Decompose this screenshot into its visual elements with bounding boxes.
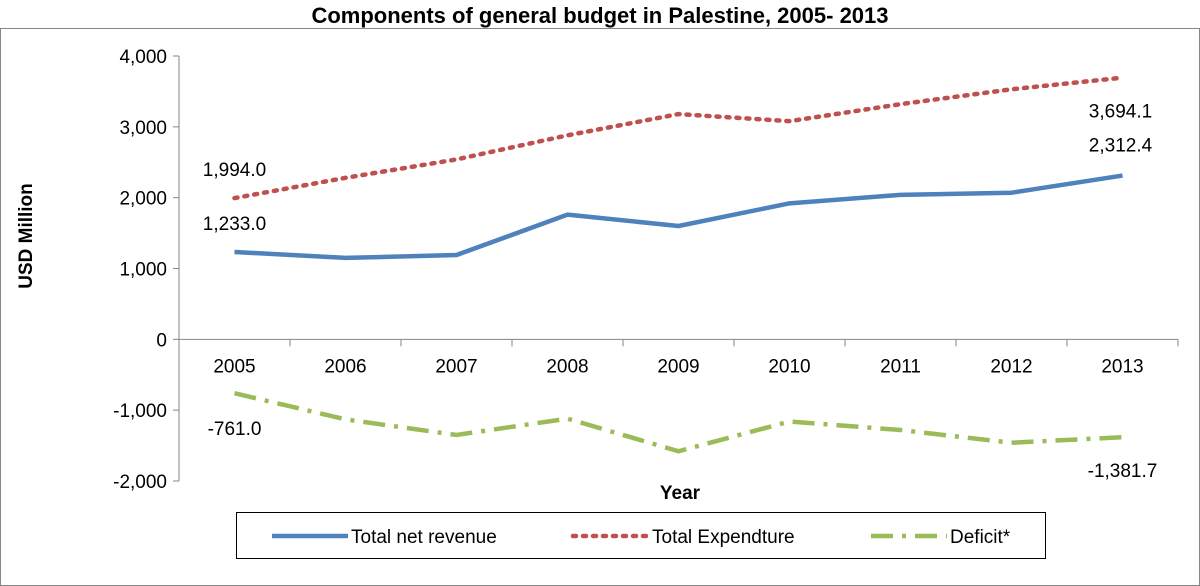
data-labels-group: 1,233.0 2,312.4 1,994.0 3,694.1 -761.0 -1,381…: [203, 102, 1158, 483]
y-tick-label: -1,000: [113, 401, 167, 422]
legend-label-0: Total net revenue: [351, 527, 497, 548]
x-tick-label: 2013: [1101, 356, 1143, 377]
data-label: 1,994.0: [203, 160, 266, 181]
axes-group: -2,000 -1,000 0 1,000 2,000 3,000 4,000 2005 200…: [113, 47, 1179, 493]
series-group: [232, 75, 1125, 454]
data-label: 2,312.4: [1089, 136, 1153, 157]
y-axis-title: USD Million: [16, 183, 37, 289]
chart-title: Components of general budget in Palestin…: [311, 3, 888, 28]
x-tick-label: 2008: [546, 356, 588, 377]
x-tick-label: 2006: [324, 356, 366, 377]
x-tick-label: 2009: [657, 356, 699, 377]
data-label: -1,381.7: [1088, 461, 1158, 482]
x-tick-label: 2011: [880, 356, 921, 377]
data-label: -761.0: [208, 419, 262, 440]
legend-label-1: Total Expendture: [652, 527, 795, 548]
x-tick-label: 2012: [990, 356, 1032, 377]
y-tick-label: -2,000: [113, 472, 167, 493]
y-tick-label: 4,000: [119, 47, 167, 68]
x-axis-title: Year: [660, 483, 701, 504]
x-tick-label: 2005: [213, 356, 255, 377]
x-tick-label: 2010: [768, 356, 810, 377]
data-label: 1,233.0: [203, 214, 266, 235]
chart-frame: [0, 28, 1200, 586]
legend-label-2: Deficit*: [950, 527, 1011, 548]
y-tick-label: 3,000: [119, 118, 167, 139]
x-tick-label: 2007: [435, 356, 477, 377]
y-tick-label: 2,000: [119, 189, 167, 210]
y-tick-label: 0: [156, 330, 167, 351]
data-label: 3,694.1: [1089, 102, 1152, 123]
y-tick-label: 1,000: [119, 260, 167, 281]
legend: Total net revenue Total Expendture Deficit…: [236, 512, 1046, 559]
